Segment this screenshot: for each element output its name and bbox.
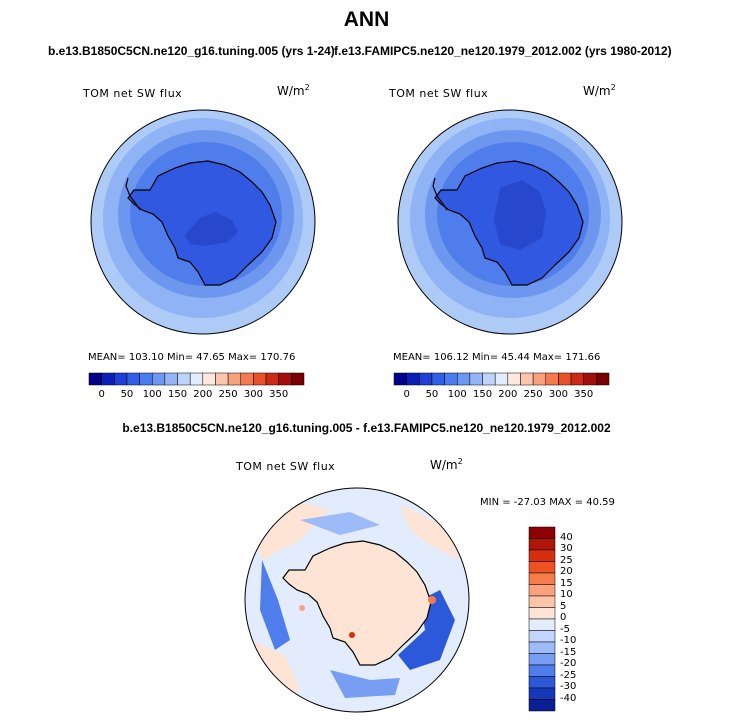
left-stats: MEAN= 103.10 Min= 47.65 Max= 170.76: [88, 352, 296, 363]
diff-colorbar-swatch: [528, 664, 556, 677]
diff-colorbar-swatch: [528, 584, 556, 597]
diff-negative-band-south: [330, 670, 400, 698]
left-peninsula: [125, 177, 141, 211]
diff-colorbar-tick-label: -10: [560, 635, 577, 646]
diff-colorbar-swatch: [528, 653, 556, 666]
diff-colorbar-swatch: [528, 699, 556, 712]
diff-colorbar-tick-label: 10: [560, 589, 573, 600]
diff-variable-label: TOM net SW flux: [236, 460, 336, 473]
diff-hotspot-3: [299, 605, 305, 611]
diff-colorbar-tick-label: -40: [560, 692, 577, 704]
diff-colorbar-tick-label: 20: [560, 566, 573, 577]
diff-colorbar-swatch: [528, 549, 556, 562]
diff-negative-band-east: [398, 590, 455, 670]
diff-colorbar-tick-label: -15: [560, 646, 577, 658]
left-colorbar-tick-label: 150: [167, 389, 188, 400]
left-colorbar-tick-label: 50: [120, 389, 134, 400]
left-colorbar-swatch: [291, 372, 305, 386]
diff-colorbar-swatch: [528, 526, 556, 539]
figure-title: ANN: [343, 8, 390, 31]
left-case-title: b.e13.B1850C5CN.ne120_g16.tuning.005 (yr…: [48, 44, 335, 58]
diff-colorbar-tick-label: -25: [560, 669, 577, 681]
diff-colorbar-tick-label: 30: [560, 543, 573, 554]
diff-stats: MIN = -27.03 MAX = 40.59: [480, 497, 615, 508]
diff-colorbar-tick-label: -20: [560, 658, 577, 669]
right-antarctic-interior: [494, 180, 546, 250]
right-colorbar-tick-label: 150: [472, 389, 493, 400]
diff-positive-patch-ne: [400, 505, 460, 560]
diff-hotspot-1: [428, 596, 436, 604]
diff-negative-patch-north: [300, 512, 380, 535]
right-stats: MEAN= 106.12 Min= 45.44 Max= 171.66: [393, 352, 601, 363]
diff-negative-band-west: [260, 560, 290, 650]
right-case-title: f.e13.FAMIPC5.ne120_ne120.1979_2012.002 …: [334, 44, 672, 58]
diff-colorbar-swatch: [528, 561, 556, 574]
diff-colorbar-labels: 40 30 25 20 15 10 5 0 -5 -10 -15 -20 -25 -30 -40: [560, 527, 600, 711]
diff-colorbar-tick-label: -30: [560, 681, 577, 692]
right-colorbar-tick-label: 100: [447, 389, 467, 400]
left-antarctic-interior: [185, 212, 238, 246]
right-variable-label: TOM net SW flux: [389, 87, 489, 100]
right-units: W/m2: [583, 83, 616, 98]
diff-colorbar-swatch: [528, 687, 556, 700]
left-colorbar-tick-label: 0: [98, 389, 105, 400]
diff-colorbar-swatch: [528, 641, 556, 654]
diff-colorbar: [528, 526, 556, 712]
right-colorbar-tick-label: 250: [523, 389, 543, 400]
diff-colorbar-swatch: [528, 607, 556, 620]
right-colorbar-tick-label: 200: [498, 389, 518, 400]
diff-units: W/m2: [430, 457, 463, 472]
diff-colorbar-swatch: [528, 676, 556, 689]
left-colorbar-tick-label: 300: [243, 389, 263, 400]
diff-colorbar-swatch: [528, 538, 556, 551]
left-variable-label: TOM net SW flux: [83, 87, 183, 100]
left-colorbar: [88, 372, 305, 386]
diff-colorbar-tick-label: 5: [560, 600, 567, 612]
diff-colorbar-swatch: [528, 572, 556, 585]
diff-colorbar-tick-label: 15: [560, 577, 573, 589]
right-colorbar-labels: 0 50 100 150 200 250 300 350: [394, 389, 609, 403]
right-colorbar-tick-label: 50: [425, 389, 439, 400]
diff-colorbar-tick-label: -5: [560, 623, 570, 635]
diff-colorbar-swatch: [528, 630, 556, 643]
diff-colorbar-swatch: [528, 595, 556, 608]
right-peninsula: [432, 177, 448, 211]
left-colorbar-tick-label: 100: [142, 389, 162, 400]
right-colorbar: [393, 372, 610, 386]
right-colorbar-tick-label: 300: [548, 389, 568, 400]
diff-colorbar-tick-label: 0: [560, 612, 567, 623]
left-colorbar-tick-label: 350: [269, 389, 289, 400]
diff-antarctica: [282, 540, 432, 666]
diff-colorbar-tick-label: 25: [560, 554, 573, 566]
left-colorbar-labels: 0 50 100 150 200 250 300 350: [89, 389, 304, 403]
right-colorbar-swatch: [596, 372, 610, 386]
diff-hotspot-2: [349, 632, 355, 638]
diff-colorbar-tick-label: 40: [560, 531, 573, 543]
left-colorbar-tick-label: 200: [193, 389, 213, 400]
diff-colorbar-swatch: [528, 618, 556, 631]
left-units: W/m2: [277, 83, 310, 98]
right-colorbar-tick-label: 0: [403, 389, 410, 400]
left-colorbar-tick-label: 250: [218, 389, 238, 400]
right-colorbar-tick-label: 350: [574, 389, 594, 400]
diff-title: b.e13.B1850C5CN.ne120_g16.tuning.005 - f…: [122, 421, 611, 435]
